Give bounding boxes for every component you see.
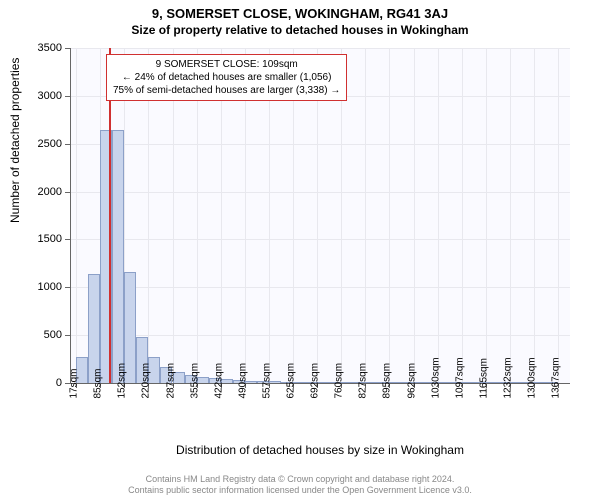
footer-line2: Contains public sector information licen… (0, 485, 600, 496)
y-axis-line (70, 48, 71, 383)
grid-line (462, 48, 463, 383)
y-tick-mark (65, 239, 70, 240)
grid-line (70, 287, 570, 288)
grid-line (534, 48, 535, 383)
y-tick-label: 1000 (30, 281, 62, 293)
y-tick-mark (65, 144, 70, 145)
y-tick-label: 1500 (30, 233, 62, 245)
annotation-box: 9 SOMERSET CLOSE: 109sqm← 24% of detache… (106, 54, 347, 101)
y-tick-label: 3000 (30, 90, 62, 102)
grid-line (70, 192, 570, 193)
x-axis-label: Distribution of detached houses by size … (70, 443, 570, 457)
y-tick-mark (65, 192, 70, 193)
y-tick-label: 500 (30, 329, 62, 341)
grid-line (438, 48, 439, 383)
grid-line (76, 48, 77, 383)
histogram-bar (112, 130, 124, 383)
footer-attribution: Contains HM Land Registry data © Crown c… (0, 474, 600, 496)
y-tick-mark (65, 287, 70, 288)
grid-line (70, 239, 570, 240)
grid-line (365, 48, 366, 383)
grid-line (70, 335, 570, 336)
grid-line (414, 48, 415, 383)
y-tick-mark (65, 48, 70, 49)
footer-line1: Contains HM Land Registry data © Crown c… (0, 474, 600, 485)
annotation-line: 75% of semi-detached houses are larger (… (113, 84, 340, 97)
y-tick-label: 3500 (30, 42, 62, 54)
y-tick-label: 2000 (30, 186, 62, 198)
y-tick-label: 0 (30, 377, 62, 389)
page-title-address: 9, SOMERSET CLOSE, WOKINGHAM, RG41 3AJ (0, 6, 600, 21)
y-tick-mark (65, 335, 70, 336)
y-tick-label: 2500 (30, 138, 62, 150)
histogram-bar (88, 274, 100, 383)
grid-line (558, 48, 559, 383)
y-tick-mark (65, 96, 70, 97)
grid-line (510, 48, 511, 383)
grid-line (389, 48, 390, 383)
grid-line (486, 48, 487, 383)
annotation-line: ← 24% of detached houses are smaller (1,… (113, 71, 340, 84)
page-title-sub: Size of property relative to detached ho… (0, 23, 600, 37)
annotation-line: 9 SOMERSET CLOSE: 109sqm (113, 58, 340, 71)
grid-line (70, 48, 570, 49)
grid-line (70, 144, 570, 145)
